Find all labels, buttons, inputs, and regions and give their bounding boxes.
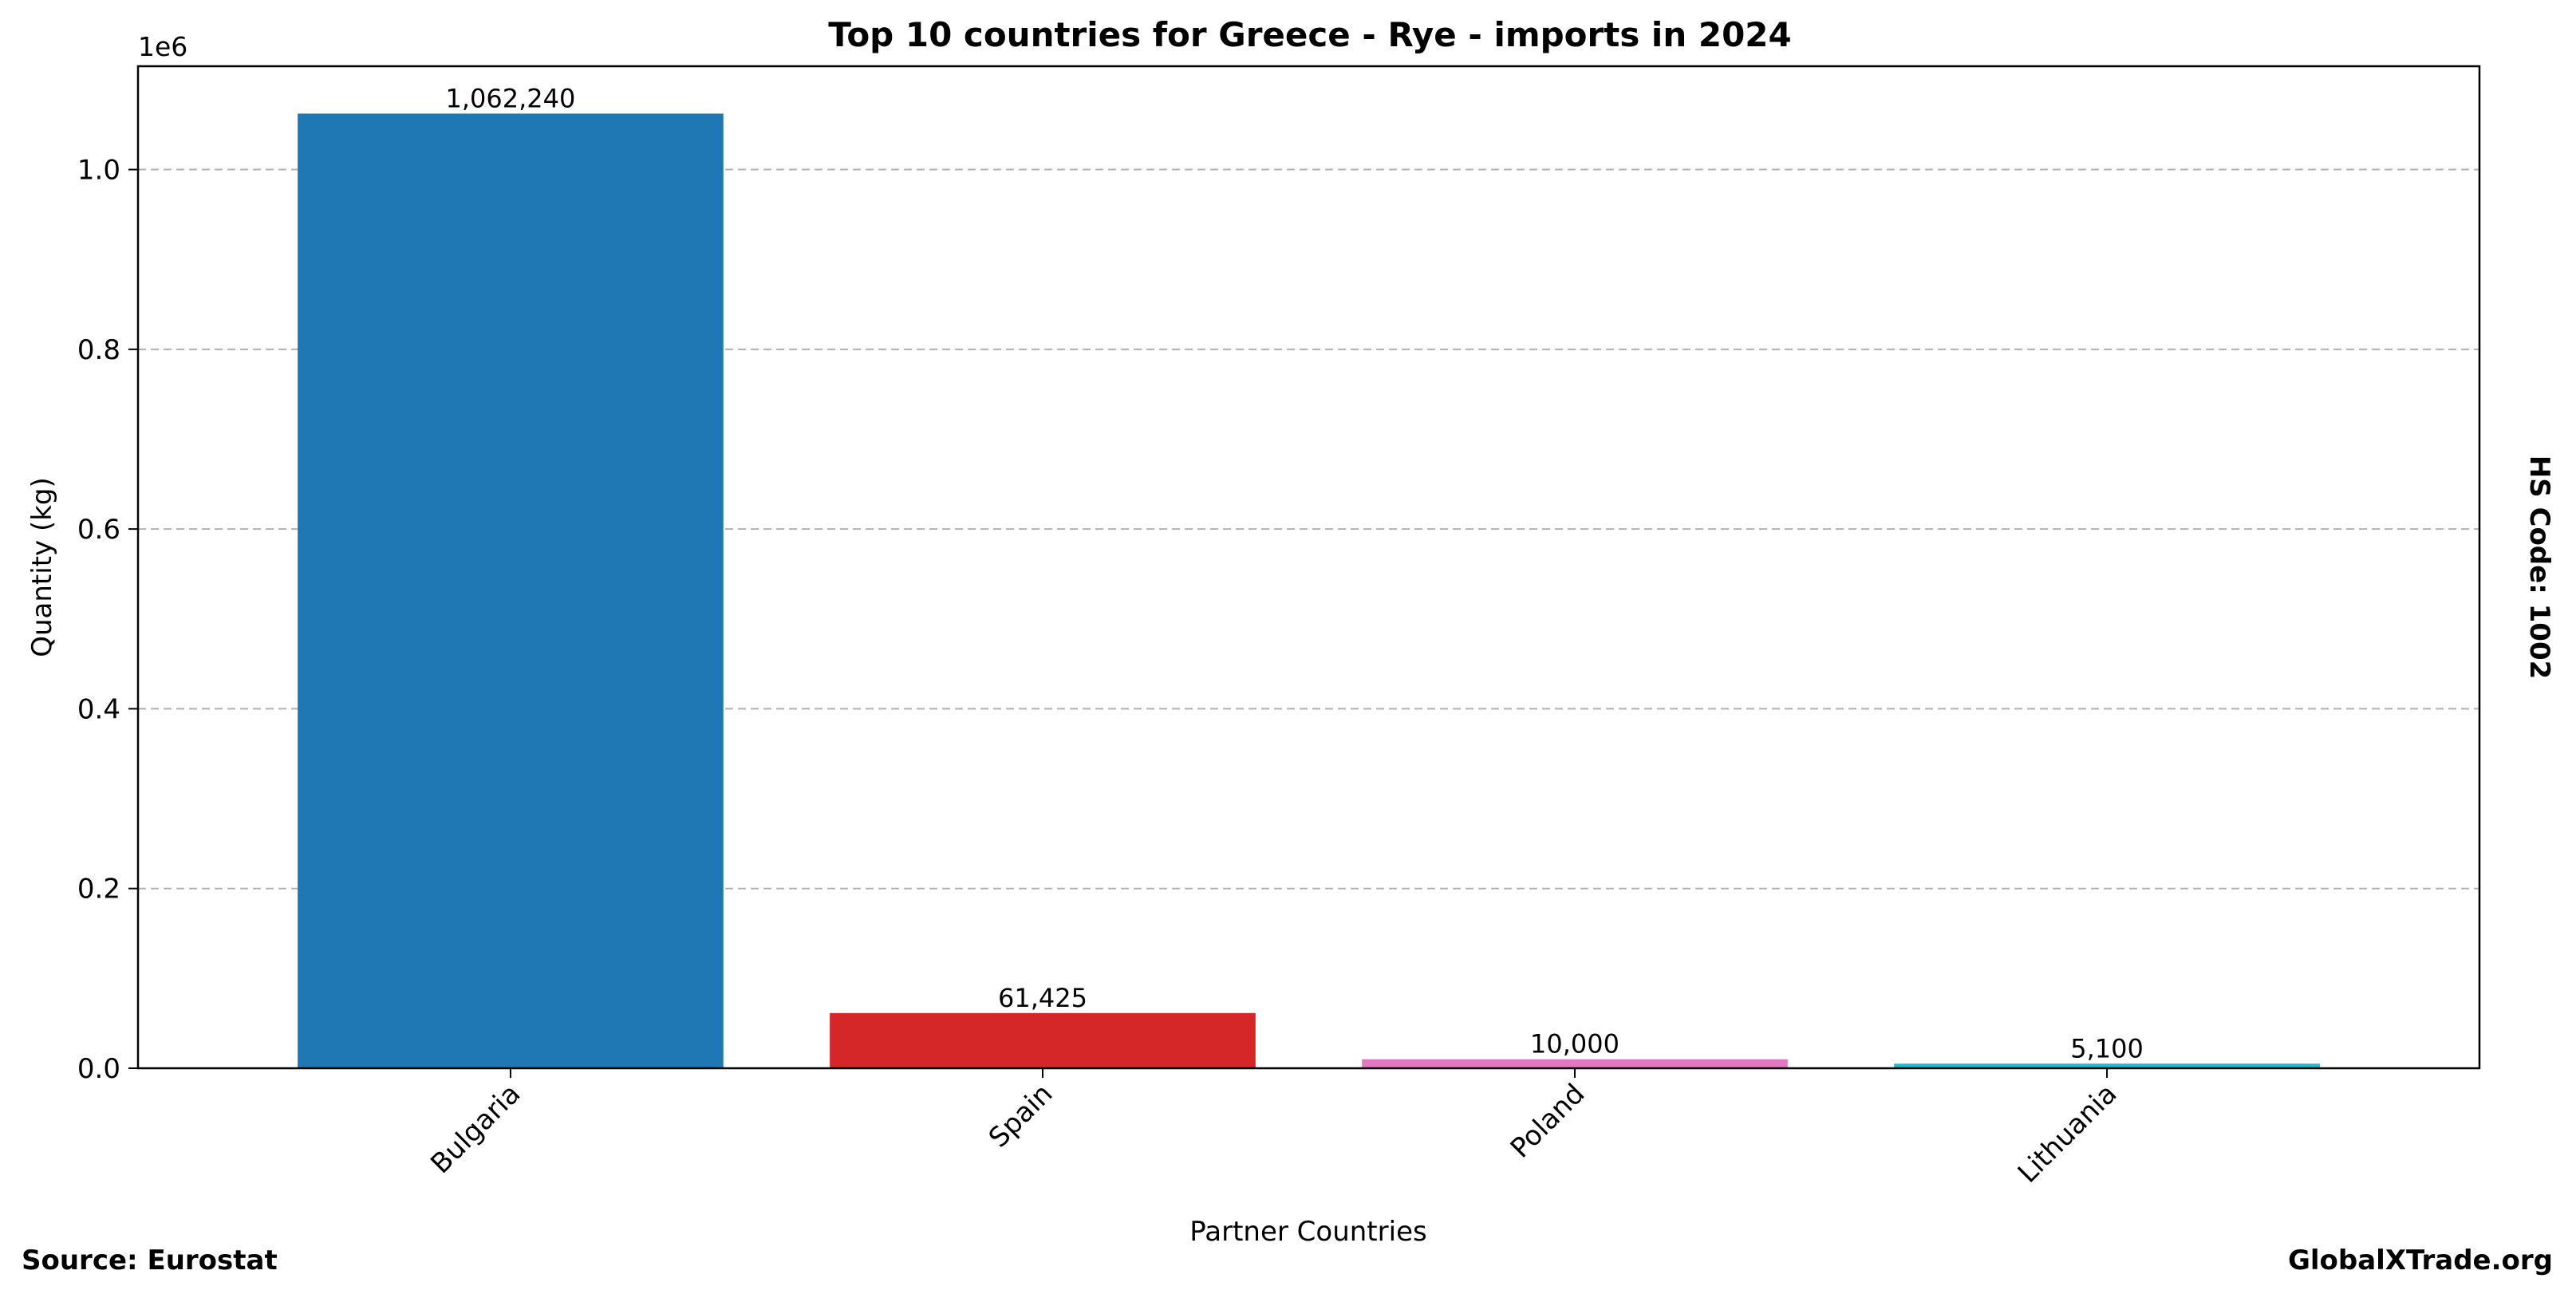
y-tick-label: 0.6 <box>77 514 120 546</box>
x-tick-label: Bulgaria <box>424 1078 527 1180</box>
value-label: 1,062,240 <box>446 83 576 113</box>
bars <box>298 113 2320 1068</box>
plot-frame <box>136 65 2481 1070</box>
value-label: 5,100 <box>2070 1033 2144 1063</box>
x-axis: Bulgaria Spain Poland Lithuania <box>424 1068 2123 1190</box>
y-offset-label: 1e6 <box>138 31 187 62</box>
y-axis: 0.0 0.2 0.4 0.6 0.8 1.0 <box>77 155 138 1085</box>
bar-lithuania <box>1894 1063 2320 1068</box>
y-tick-label: 0.8 <box>77 334 120 366</box>
value-label: 61,425 <box>998 983 1087 1013</box>
y-tick-label: 0.2 <box>77 874 120 905</box>
y-axis-label: Quantity (kg) <box>26 477 58 657</box>
value-label: 10,000 <box>1530 1029 1619 1059</box>
x-tick-label: Lithuania <box>2012 1078 2124 1190</box>
source-note: Source: Eurostat <box>22 1245 278 1276</box>
bar-spain <box>830 1012 1256 1068</box>
chart-title: Top 10 countries for Greece - Rye - impo… <box>828 15 1792 54</box>
y-tick-label: 1.0 <box>77 155 120 187</box>
x-axis-label: Partner Countries <box>1189 1216 1426 1248</box>
value-labels: 1,062,240 61,425 10,000 5,100 <box>446 83 2144 1063</box>
y-tick-label: 0.4 <box>77 693 120 725</box>
x-tick-label: Poland <box>1505 1078 1592 1165</box>
bar-poland <box>1362 1059 1788 1068</box>
brand-note: GlobalXTrade.org <box>2287 1245 2553 1276</box>
x-tick-label: Spain <box>983 1078 1059 1154</box>
bar-bulgaria <box>298 113 724 1068</box>
y-tick-label: 0.0 <box>77 1053 120 1085</box>
hs-code-note: HS Code: 1002 <box>2523 456 2555 680</box>
